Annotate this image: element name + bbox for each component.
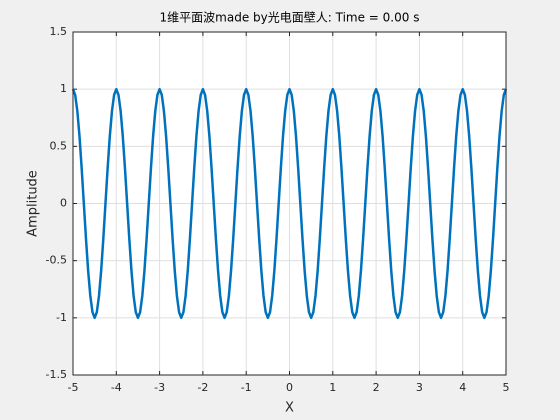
x-tick-label: 5 — [503, 381, 510, 394]
x-tick-label: -5 — [68, 381, 79, 394]
y-tick-label: -1.5 — [46, 368, 67, 381]
y-tick-label: 1.5 — [50, 25, 68, 38]
x-tick-label: -1 — [241, 381, 252, 394]
y-tick-label: 1 — [60, 82, 67, 95]
x-axis-label: X — [285, 401, 294, 416]
y-tick-label: 0.5 — [50, 139, 68, 152]
y-tick-label: -0.5 — [46, 254, 67, 267]
y-tick-label: -1 — [56, 311, 67, 324]
data-line — [71, 87, 508, 320]
x-tick-label: -3 — [154, 381, 165, 394]
x-tick-label: -4 — [111, 381, 122, 394]
x-tick-label: 1 — [329, 381, 336, 394]
y-tick-label: 0 — [60, 197, 67, 210]
x-tick-label: 0 — [286, 381, 293, 394]
chart-title: 1维平面波made by光电面壁人: Time = 0.00 s — [160, 10, 420, 25]
x-tick-label: 3 — [416, 381, 423, 394]
x-tick-label: 4 — [459, 381, 466, 394]
axes-box — [72, 31, 507, 376]
x-tick-label: 2 — [373, 381, 380, 394]
y-axis-label: Amplitude — [26, 170, 41, 237]
x-tick-label: -2 — [197, 381, 208, 394]
